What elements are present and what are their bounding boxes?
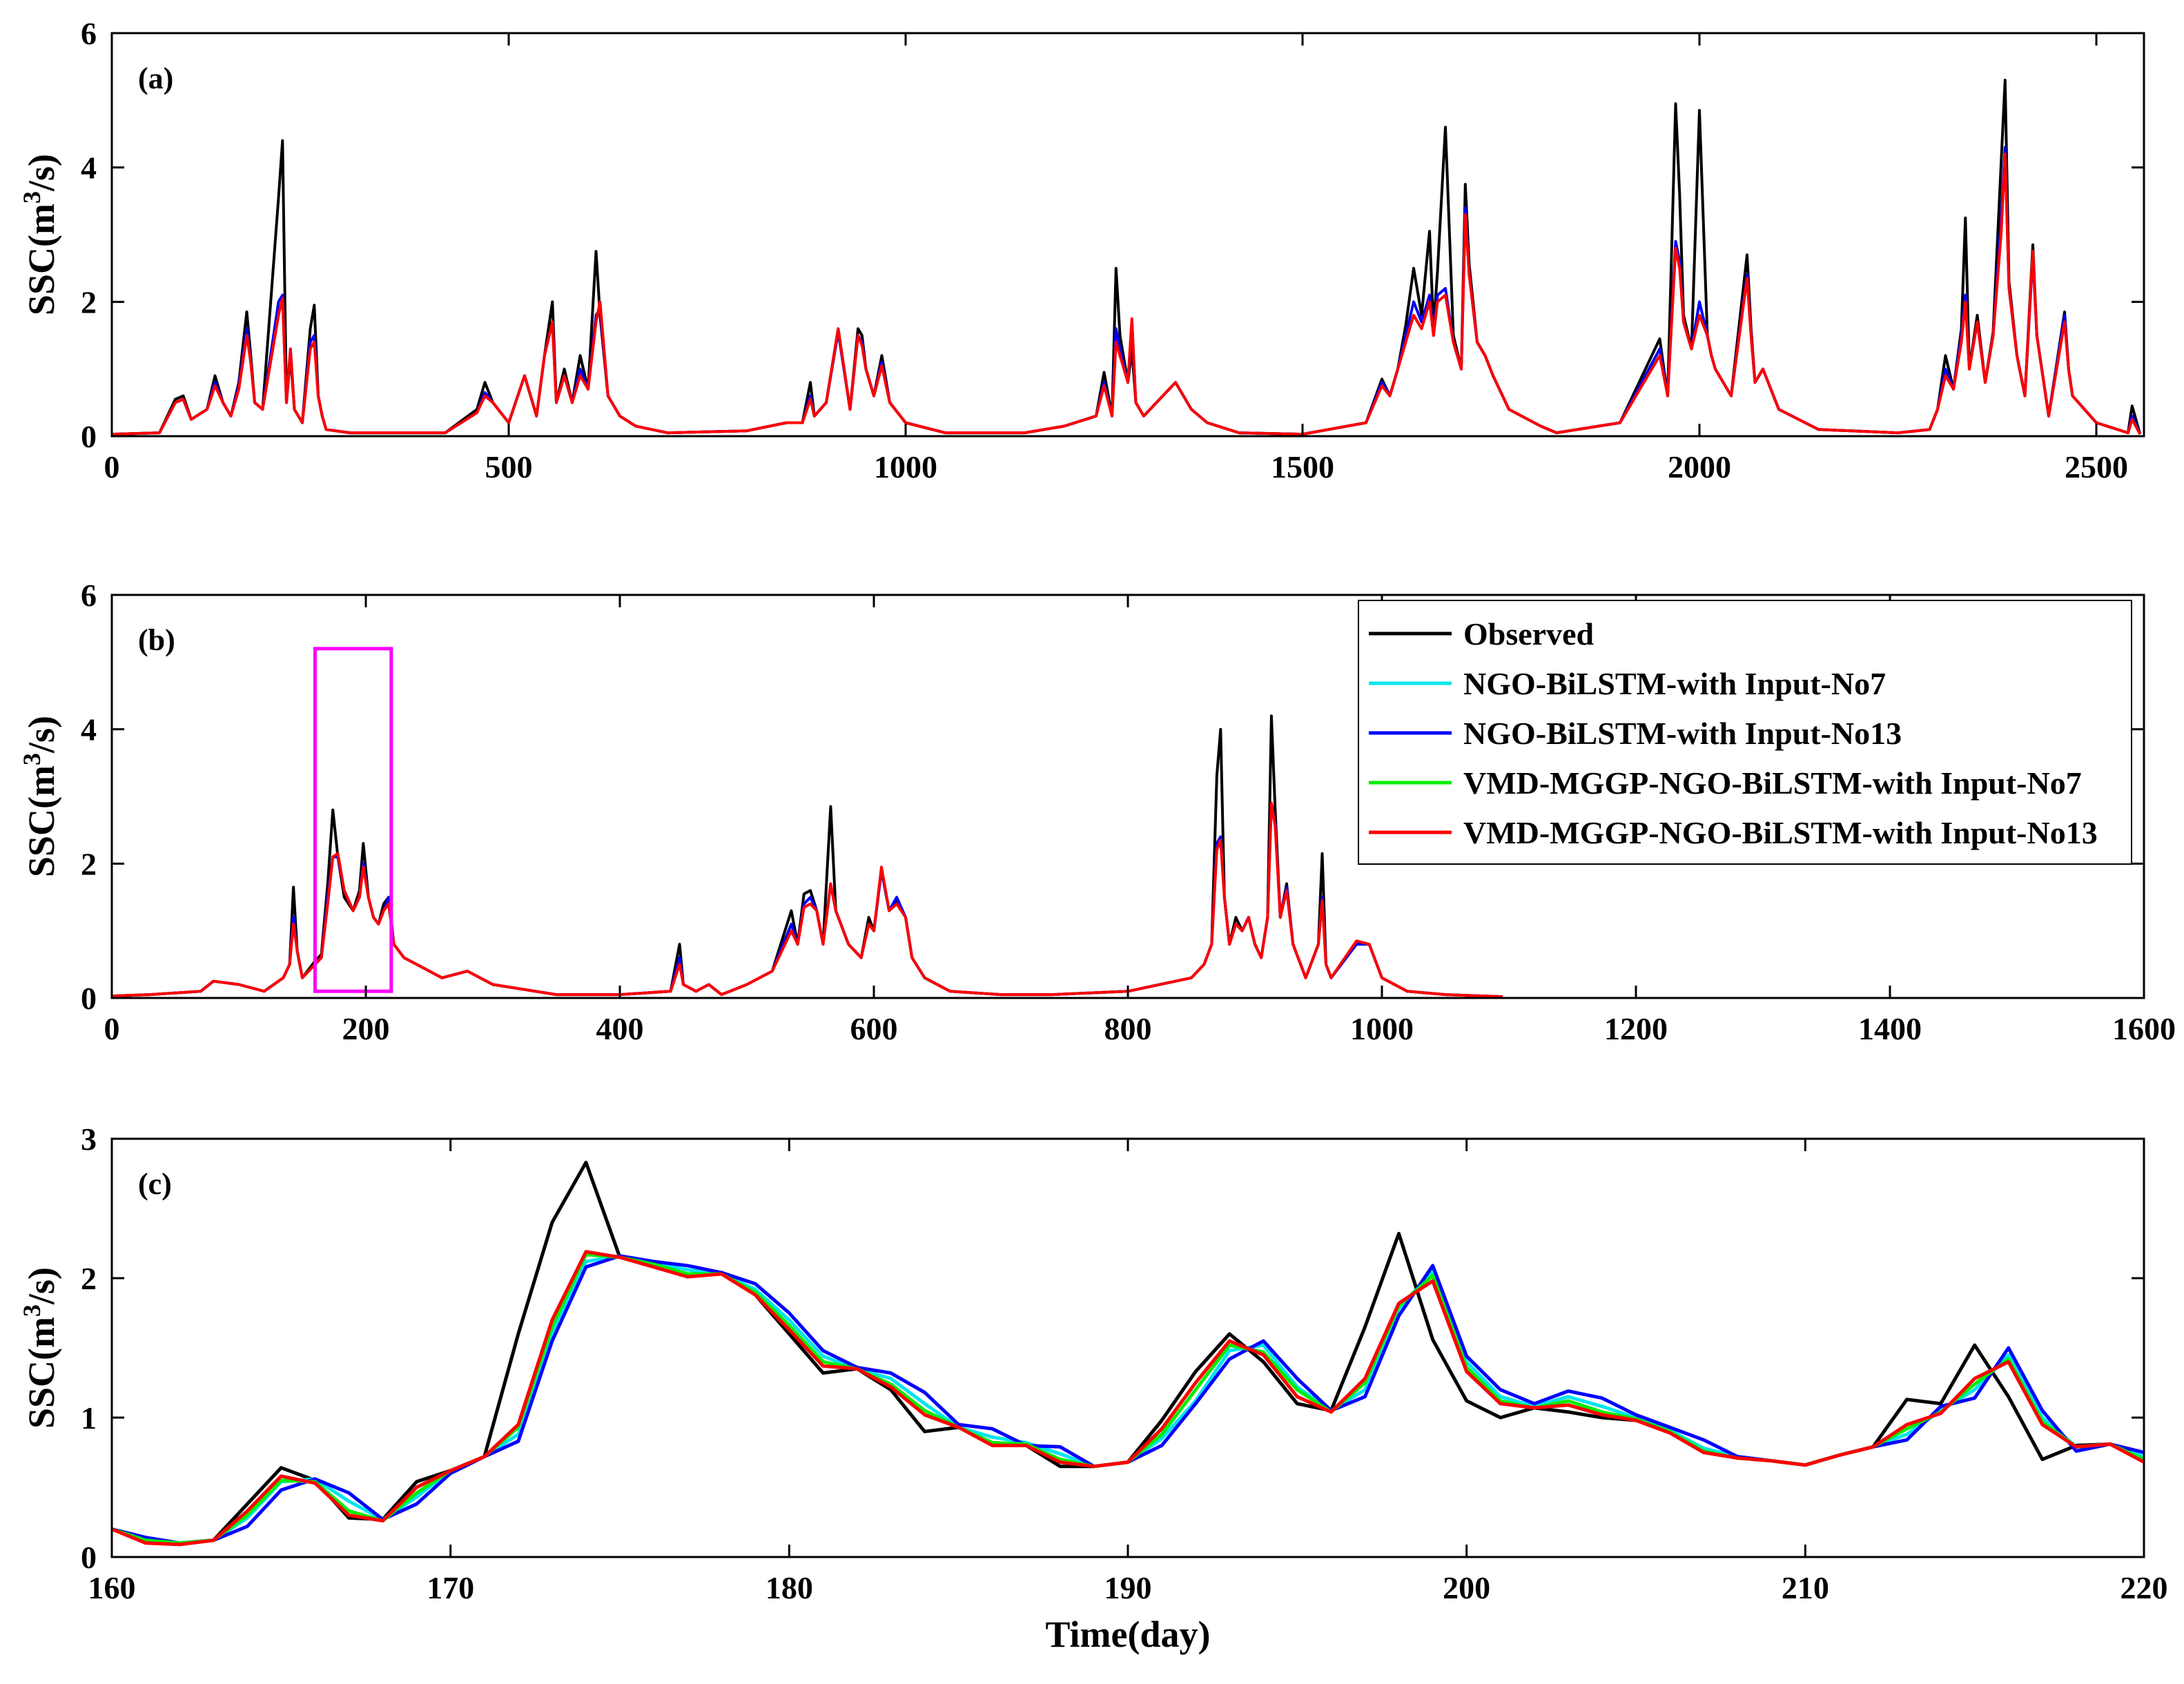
x-tick-label: 500	[485, 449, 533, 484]
x-tick-label: 1400	[1858, 1011, 1922, 1046]
y-tick-label: 0	[81, 419, 97, 454]
y-tick-label: 6	[81, 578, 97, 613]
axes-frame	[110, 32, 2145, 438]
plot-area	[112, 1139, 2144, 1557]
y-tick-label: 0	[81, 1540, 97, 1575]
y-tick-label: 0	[81, 981, 97, 1016]
y-tick-label: 3	[81, 1122, 97, 1157]
legend-item-ngo-no7: NGO-BiLSTM-with Input-No7	[1369, 666, 1886, 701]
legend-item-vmd-no13: VMD-MGGP-NGO-BiLSTM-with Input-No13	[1369, 815, 2098, 850]
series-line-vmd-mggp-ngo-bilstm-with-input-no13	[112, 153, 2142, 436]
x-tick-label: 160	[88, 1570, 136, 1605]
series-line-vmd-mggp-ngo-bilstm-with-input-no13	[112, 801, 1503, 998]
panel-tag: (b)	[138, 623, 175, 657]
y-tick-label: 4	[81, 712, 97, 747]
x-tick-label: 0	[104, 1011, 120, 1046]
x-tick-label: 600	[850, 1011, 898, 1046]
legend-label: NGO-BiLSTM-with Input-No13	[1463, 716, 1902, 751]
y-tick-label: 4	[81, 150, 97, 186]
legend-label: Observed	[1463, 616, 1595, 652]
legend-item-ngo-no13: NGO-BiLSTM-with Input-No13	[1369, 716, 1902, 751]
x-tick-label: 200	[342, 1011, 390, 1046]
x-tick-label: 210	[1782, 1570, 1829, 1605]
legend-item-observed: Observed	[1369, 616, 1595, 652]
x-tick-label: 190	[1104, 1570, 1152, 1605]
legend-item-vmd-no7: VMD-MGGP-NGO-BiLSTM-with Input-No7	[1369, 765, 2082, 801]
series-group	[112, 1160, 2144, 1547]
y-axis-label: SSC(m3/s)	[18, 1267, 62, 1429]
x-tick-label: 1000	[874, 449, 937, 484]
y-tick-label: 2	[81, 1261, 97, 1296]
legend-label: VMD-MGGP-NGO-BiLSTM-with Input-No13	[1463, 815, 2098, 850]
series-group	[112, 79, 2142, 436]
legend-label: NGO-BiLSTM-with Input-No7	[1463, 666, 1886, 701]
y-tick-label: 2	[81, 284, 97, 320]
y-tick-label: 6	[81, 16, 97, 51]
x-tick-label: 0	[104, 449, 120, 484]
legend: Observed NGO-BiLSTM-with Input-No7 NGO-B…	[1358, 600, 2132, 865]
x-tick-label: 220	[2120, 1570, 2168, 1605]
x-tick-label: 1600	[2112, 1011, 2176, 1046]
x-tick-label: 1200	[1604, 1011, 1668, 1046]
y-tick-label: 1	[81, 1400, 97, 1436]
x-axis-label: Time(day)	[1046, 1614, 1211, 1655]
panel-a: 0 500 1000 1500 2000 2500 0 2 4 6 SSC(m3/s) (a)	[18, 16, 2145, 484]
x-tick-label: 1000	[1350, 1011, 1414, 1046]
panel-c: 160 170 180 190 200 210 220 0 1 2 3 SSC(m3/s) Time(d…	[18, 1122, 2168, 1655]
x-tick-label: 200	[1443, 1570, 1490, 1605]
legend-label: VMD-MGGP-NGO-BiLSTM-with Input-No7	[1463, 765, 2082, 801]
panel-tag: (c)	[138, 1167, 172, 1201]
x-tick-label: 170	[427, 1570, 474, 1605]
series-group	[112, 714, 1503, 998]
zoom-highlight-box	[313, 647, 393, 993]
x-tick-label: 400	[596, 1011, 644, 1046]
x-tick-label: 180	[766, 1570, 813, 1605]
panel-tag: (a)	[138, 61, 173, 95]
x-tick-label: 800	[1104, 1011, 1152, 1046]
y-tick-label: 2	[81, 846, 97, 881]
x-tick-label: 2000	[1668, 449, 1731, 484]
y-axis-label: SSC(m3/s)	[18, 716, 62, 877]
series-line-vmd-mggp-ngo-bilstm-with-input-no13	[112, 1250, 2144, 1547]
x-tick-label: 2500	[2065, 449, 2128, 484]
x-tick-label: 1500	[1271, 449, 1334, 484]
legend-box	[1358, 600, 2132, 865]
y-axis-label: SSC(m3/s)	[18, 154, 62, 315]
